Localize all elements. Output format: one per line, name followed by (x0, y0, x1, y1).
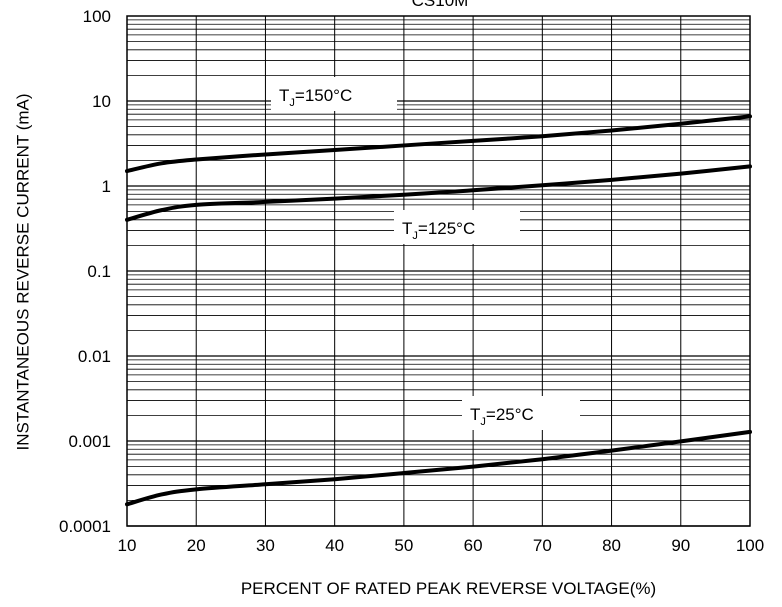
plot-frame (126, 15, 751, 527)
x-tick-label: 50 (394, 536, 413, 555)
x-tick-label: 80 (602, 536, 621, 555)
curve-150c (125, 114, 752, 174)
y-tick-label: 0.0001 (59, 517, 111, 536)
y-tick-label: 100 (83, 7, 111, 26)
y-tick-label: 0.001 (68, 432, 111, 451)
x-tick-label: 90 (671, 536, 690, 555)
curve-label-background (462, 396, 580, 430)
y-axis-title: INSTANTANEOUS REVERSE CURRENT (mA) (13, 93, 32, 450)
curve-labels: TJ=150°C TJ=125°C TJ=25°C (271, 77, 580, 430)
x-tick-label: 100 (736, 536, 764, 555)
y-tick-label: 1 (102, 177, 111, 196)
curve-label-25c: TJ=25°C (462, 396, 580, 430)
curve-label-150c: TJ=150°C (271, 77, 397, 111)
x-tick-label: 20 (187, 536, 206, 555)
y-tick-labels: 0.0001 0.001 0.01 0.1 1 10 100 (59, 7, 111, 536)
y-tick-label: 0.1 (87, 262, 111, 281)
curve-25c (125, 429, 752, 507)
x-tick-label: 60 (464, 536, 483, 555)
chart-title: CS10M (412, 0, 469, 10)
y-tick-label: 0.01 (78, 347, 111, 366)
curve-label-text: TJ=150°C (279, 86, 352, 109)
curve-label-text: TJ=125°C (402, 219, 475, 242)
x-tick-label: 70 (533, 536, 552, 555)
curve-125c (125, 164, 752, 222)
x-tick-labels: 10 20 30 40 50 60 70 80 90 100 (118, 536, 765, 555)
curves (125, 114, 752, 507)
x-tick-label: 30 (256, 536, 275, 555)
curve-label-125c: TJ=125°C (394, 210, 520, 244)
x-tick-label: 40 (325, 536, 344, 555)
grid (126, 16, 751, 527)
y-tick-label: 10 (92, 92, 111, 111)
curve-label-background (394, 210, 520, 244)
x-axis-title: PERCENT OF RATED PEAK REVERSE VOLTAGE(%) (241, 579, 656, 598)
x-tick-label: 10 (118, 536, 137, 555)
curve-label-text: TJ=25°C (470, 405, 534, 428)
curve-label-background (271, 77, 397, 111)
